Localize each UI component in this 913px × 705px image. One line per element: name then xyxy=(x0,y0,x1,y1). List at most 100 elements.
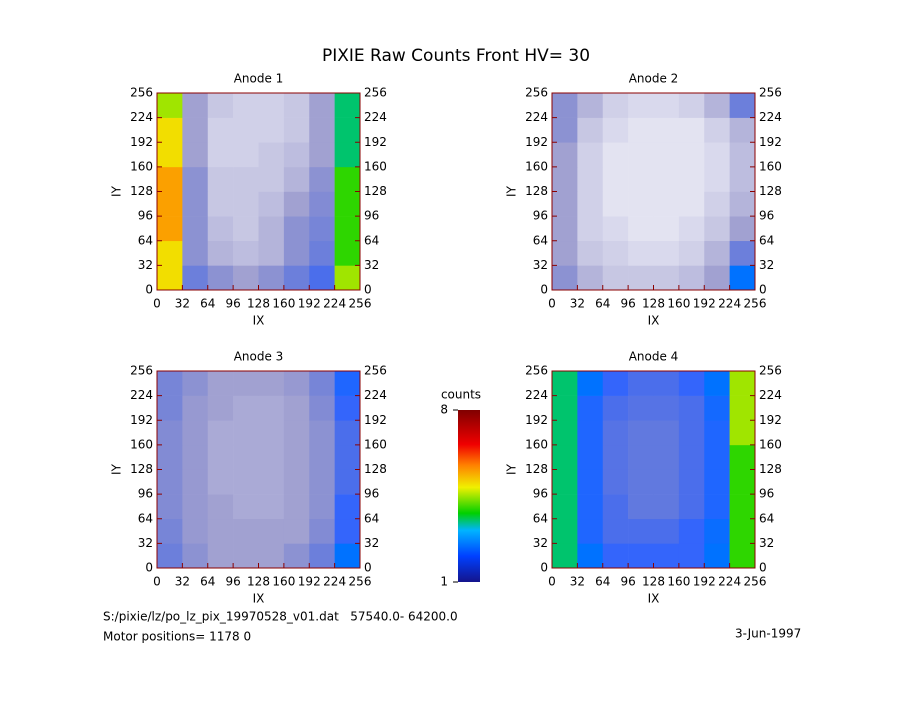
heatmap-cell xyxy=(334,265,361,291)
heatmap-cell xyxy=(309,265,335,291)
heatmap-cell xyxy=(157,420,183,446)
heatmap-cell xyxy=(233,395,259,421)
y-tick-label: 64 xyxy=(138,511,153,525)
heatmap-cell xyxy=(729,371,756,396)
y-tick-label: 128 xyxy=(130,462,153,476)
heatmap-cell xyxy=(552,420,578,446)
heatmap-cell xyxy=(157,371,183,396)
x-tick-label: 96 xyxy=(225,575,240,589)
heatmap-cell xyxy=(653,216,680,242)
heatmap-cell xyxy=(653,444,680,470)
heatmap-cell xyxy=(602,265,629,291)
heatmap-cell xyxy=(309,216,335,242)
y-tick-label: 32 xyxy=(138,536,153,550)
heatmap-cell xyxy=(678,166,705,192)
y-tick-label: 128 xyxy=(364,184,387,198)
heatmap-cell xyxy=(577,240,604,266)
y-tick-label: 96 xyxy=(759,209,774,223)
heatmap-cell xyxy=(207,240,234,266)
heatmap-cell xyxy=(157,518,183,544)
y-tick-label: 0 xyxy=(145,561,153,575)
x-axis-label: IX xyxy=(648,314,660,328)
heatmap-cell xyxy=(602,469,629,495)
heatmap-cell xyxy=(283,395,310,421)
heatmap-cell xyxy=(309,142,335,168)
y-tick-label: 256 xyxy=(759,364,782,378)
heatmap-cell xyxy=(602,395,629,421)
heatmap-cell xyxy=(729,93,756,118)
x-tick-label: 192 xyxy=(693,297,716,311)
heatmap-cell xyxy=(207,371,234,396)
heatmap-cell xyxy=(704,191,730,217)
heatmap-cell xyxy=(334,142,361,168)
heatmap-cell xyxy=(678,240,705,266)
panel-title: Anode 1 xyxy=(234,72,284,86)
y-tick-label: 96 xyxy=(138,487,153,501)
x-tick-label: 128 xyxy=(642,575,665,589)
heatmap-cell xyxy=(283,240,310,266)
x-tick-label: 64 xyxy=(595,297,610,311)
heatmap-cell xyxy=(552,117,578,143)
heatmap-cell xyxy=(704,265,730,291)
heatmap-cell xyxy=(704,420,730,446)
heatmap-cell xyxy=(577,191,604,217)
heatmap-cell xyxy=(602,240,629,266)
heatmap-cell xyxy=(678,444,705,470)
y-tick-label: 128 xyxy=(525,184,548,198)
y-tick-label: 96 xyxy=(364,209,379,223)
heatmap-cell xyxy=(207,142,234,168)
heatmap-cell xyxy=(258,469,285,495)
heatmap-cell xyxy=(334,469,361,495)
heatmap-cell xyxy=(678,420,705,446)
y-tick-label: 160 xyxy=(525,437,548,451)
heatmap-cell xyxy=(207,494,234,520)
heatmap-cell xyxy=(258,395,285,421)
x-tick-label: 128 xyxy=(247,575,270,589)
heatmap-cell xyxy=(334,93,361,118)
heatmap-cell xyxy=(577,93,604,118)
footer-file: S:/pixie/lz/po_lz_pix_19970528_v01.dat 5… xyxy=(103,610,458,624)
x-tick-label: 96 xyxy=(225,297,240,311)
heatmap-cell xyxy=(653,395,680,421)
heatmap-cell xyxy=(207,420,234,446)
heatmap-cell xyxy=(258,191,285,217)
x-tick-label: 64 xyxy=(200,297,215,311)
heatmap-cell xyxy=(628,494,654,520)
heatmap-cell xyxy=(258,371,285,396)
heatmap-cell xyxy=(552,444,578,470)
heatmap-cell xyxy=(628,240,654,266)
heatmap-cell xyxy=(552,216,578,242)
y-tick-label: 160 xyxy=(130,437,153,451)
y-axis-label: IY xyxy=(110,463,124,475)
y-tick-label: 0 xyxy=(759,283,767,297)
footer-date: 3-Jun-1997 xyxy=(735,627,801,641)
x-tick-label: 192 xyxy=(298,575,321,589)
heatmap-cell xyxy=(678,395,705,421)
heatmap-cell xyxy=(577,518,604,544)
heatmap-cell xyxy=(283,166,310,192)
heatmap-cell xyxy=(283,216,310,242)
heatmap-cell xyxy=(628,444,654,470)
heatmap-cell xyxy=(704,469,730,495)
x-tick-label: 160 xyxy=(272,575,295,589)
heatmap-cell xyxy=(258,543,285,569)
heatmap-cell xyxy=(207,395,234,421)
y-tick-label: 224 xyxy=(130,110,153,124)
heatmap-cell xyxy=(653,371,680,396)
y-tick-label: 160 xyxy=(759,437,782,451)
heatmap-cell xyxy=(157,444,183,470)
heatmap-cell xyxy=(678,93,705,118)
heatmap-cell xyxy=(552,142,578,168)
heatmap-cell xyxy=(628,216,654,242)
x-tick-label: 32 xyxy=(570,575,585,589)
heatmap-cell xyxy=(233,166,259,192)
heatmap-cell xyxy=(577,543,604,569)
heatmap-cell xyxy=(653,166,680,192)
heatmap-cell xyxy=(653,543,680,569)
heatmap-cell xyxy=(258,93,285,118)
y-tick-label: 224 xyxy=(130,388,153,402)
heatmap-cell xyxy=(309,420,335,446)
heatmap-cell xyxy=(577,444,604,470)
heatmap-cell xyxy=(602,166,629,192)
heatmap-cell xyxy=(552,543,578,569)
